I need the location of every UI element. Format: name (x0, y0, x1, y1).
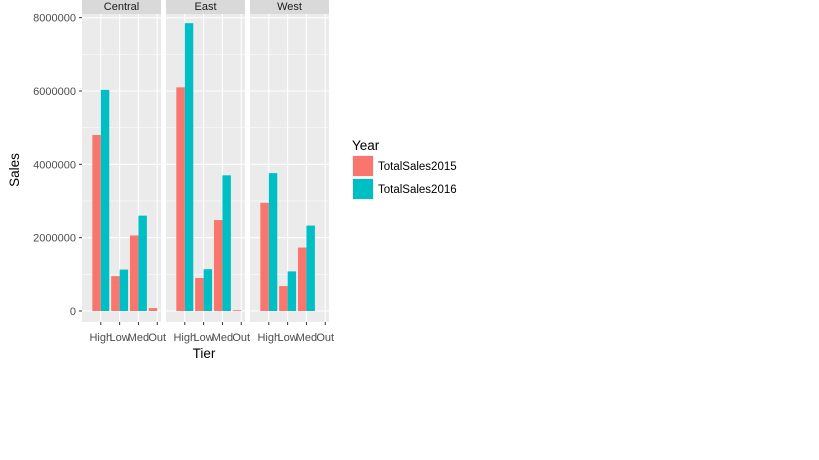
x-tick-label: Low (110, 332, 130, 344)
x-tick-label: Low (278, 332, 298, 344)
legend-key-totalsales2016 (353, 179, 373, 199)
y-tick-label: 2000000 (33, 233, 76, 245)
x-tick-label: Med (212, 332, 233, 344)
y-axis: 0 2000000 4000000 6000000 8000000 (33, 13, 82, 318)
bar-totalsales2016-central-high (100, 89, 110, 312)
bar-totalsales2016-east-high (184, 23, 194, 312)
x-axis-title: Tier (193, 346, 216, 361)
bar-totalsales2015-east-med (213, 220, 223, 311)
facet-strip (166, 0, 245, 14)
bar-totalsales2015-west-low (279, 286, 288, 311)
y-axis-title: Sales (7, 153, 22, 187)
legend: Year TotalSales2015 TotalSales2016 (352, 138, 457, 200)
facet-panel-central: Central (82, 0, 161, 322)
x-tick-label: Med (296, 332, 317, 344)
bar-totalsales2015-central-out (148, 308, 158, 311)
bar-totalsales2015-east-high (176, 87, 185, 311)
bar-totalsales2016-east-med (222, 175, 231, 311)
bar-totalsales2015-east-low (195, 278, 204, 311)
legend-label: TotalSales2015 (378, 161, 457, 173)
bar-totalsales2015-west-med (297, 247, 307, 311)
bar-totalsales2016-west-med (306, 225, 315, 311)
bar-totalsales2015-west-high (260, 202, 269, 311)
bar-totalsales2016-central-low (119, 269, 129, 311)
legend-title: Year (352, 138, 380, 153)
facet-strip-label: West (277, 1, 302, 13)
bar-totalsales2015-central-low (111, 276, 120, 311)
facet-strip (82, 0, 161, 14)
x-tick-label: Med (128, 332, 149, 344)
y-tick-label: 4000000 (33, 159, 76, 171)
bar-totalsales2015-central-high (92, 135, 101, 311)
bar-totalsales2016-central-med (138, 215, 147, 311)
y-tick-label: 8000000 (33, 13, 76, 25)
bar-totalsales2016-west-high (268, 173, 278, 311)
facet-strip-label: Central (104, 1, 139, 13)
facet-panel-east: East (166, 0, 245, 322)
facet-strip (250, 0, 329, 14)
bar-totalsales2015-central-med (129, 235, 139, 311)
bar-totalsales2016-west-low (287, 271, 297, 311)
facet-panel-west: West (250, 0, 329, 322)
x-tick-label: Out (316, 332, 334, 344)
legend-label: TotalSales2016 (378, 184, 457, 196)
x-tick-label: High (173, 332, 196, 344)
y-tick-label: 0 (70, 306, 76, 318)
x-tick-label: Out (232, 332, 250, 344)
facet-strip-label: East (194, 1, 216, 13)
bar-totalsales2016-east-low (203, 269, 213, 311)
facet-panels: Central East West (82, 0, 329, 322)
legend-key-totalsales2015 (353, 156, 373, 176)
x-tick-label: Out (148, 332, 166, 344)
x-tick-label: High (89, 332, 112, 344)
legend-items: TotalSales2015 TotalSales2016 (352, 155, 457, 200)
x-tick-label: High (257, 332, 280, 344)
y-tick-label: 6000000 (33, 86, 76, 98)
x-tick-label: Low (194, 332, 214, 344)
bar-totalsales2015-east-out (232, 310, 242, 312)
